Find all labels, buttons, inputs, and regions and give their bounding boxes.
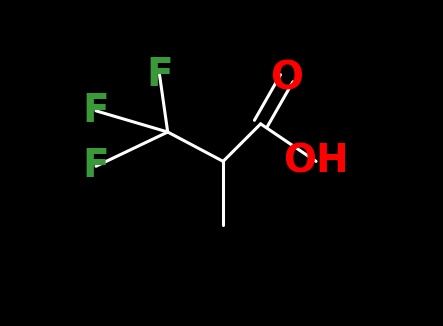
Text: F: F xyxy=(83,92,109,130)
Text: O: O xyxy=(270,59,303,97)
Text: F: F xyxy=(146,56,173,94)
Text: F: F xyxy=(83,147,109,185)
Text: OH: OH xyxy=(283,142,349,180)
